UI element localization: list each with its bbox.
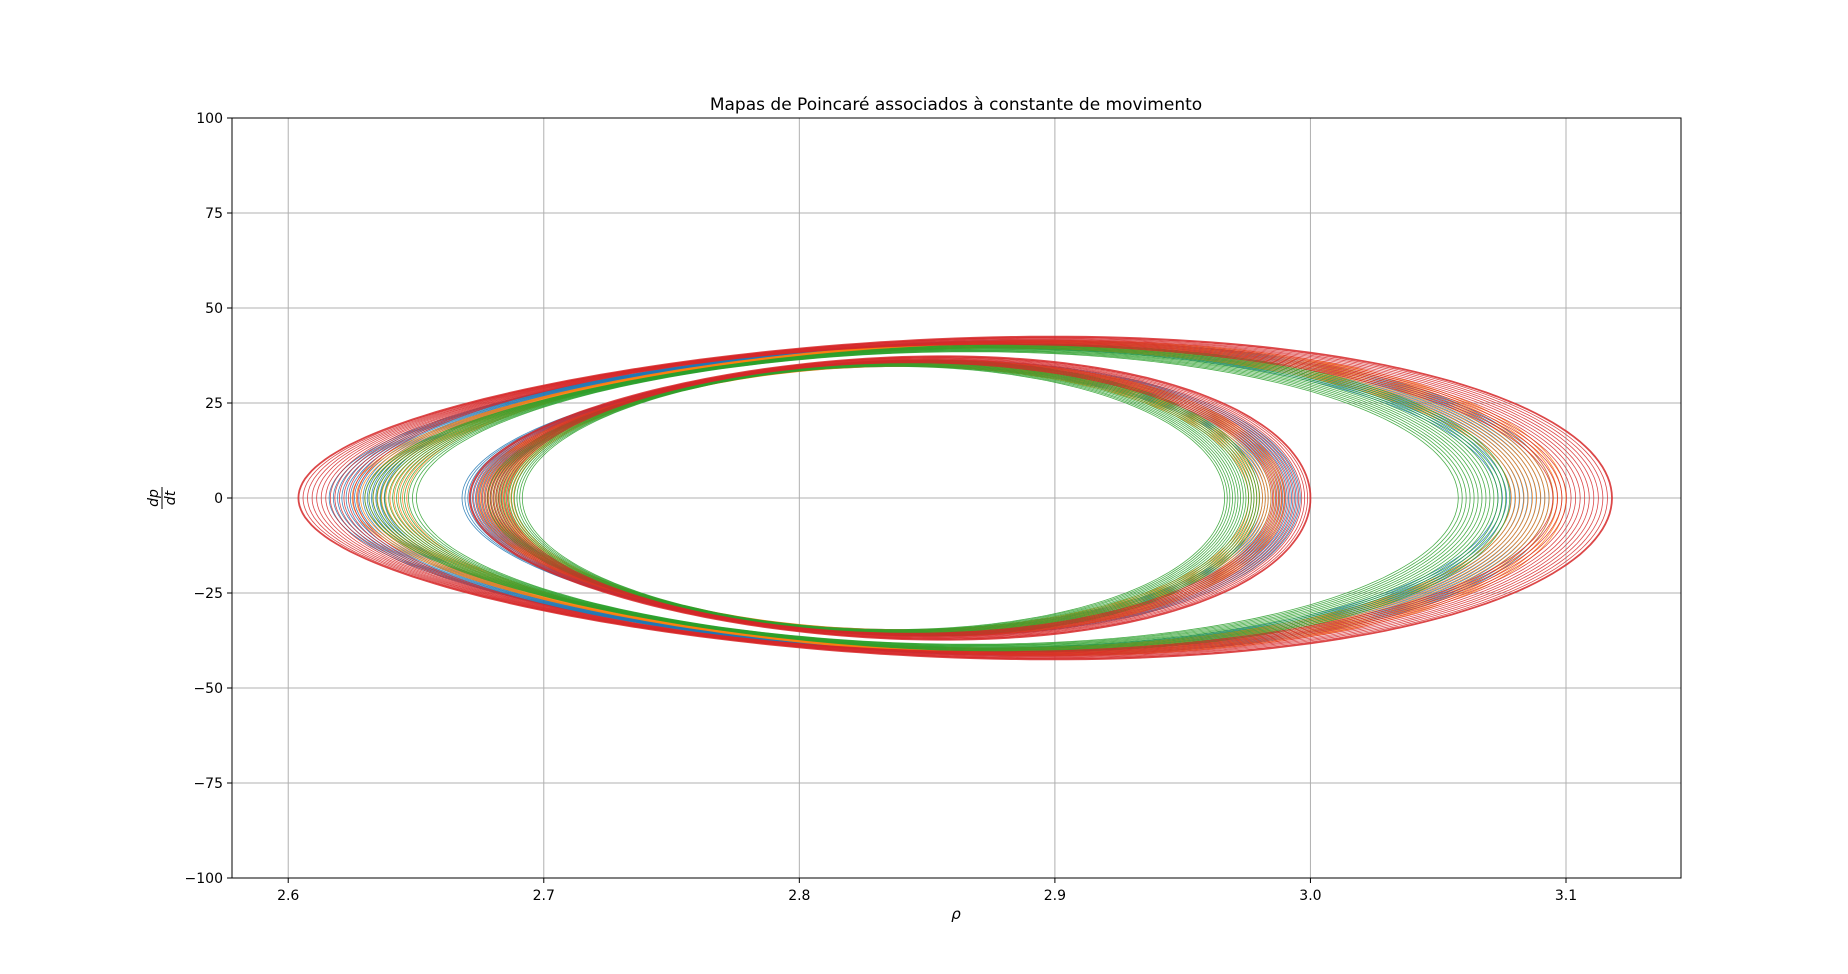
orbit-curve: [328, 340, 1554, 656]
orbit-curve: [507, 362, 1274, 634]
x-tick-label: 3.1: [1555, 888, 1577, 904]
orbit-curve: [402, 347, 1517, 649]
orbit-curve: [468, 355, 1312, 641]
y-tick-label: 25: [205, 396, 223, 412]
orbit-curve: [383, 347, 1499, 649]
orbit-curve: [396, 348, 1479, 648]
x-tick-label: 2.9: [1044, 888, 1066, 904]
orbit-curve: [337, 341, 1546, 655]
series-3: [297, 335, 1613, 661]
orbit-curve: [408, 350, 1467, 646]
orbit-curve: [400, 349, 1475, 647]
orbit-curve: [501, 361, 1279, 635]
orbit-curve: [307, 337, 1604, 659]
x-tick-label: 3.0: [1299, 888, 1321, 904]
orbit-curve: [325, 340, 1586, 656]
data-curves: [297, 335, 1613, 661]
orbit-curve: [404, 349, 1471, 647]
orbit-curve: [334, 341, 1577, 655]
orbit-curve: [486, 359, 1294, 637]
x-tick-label: 2.6: [277, 888, 299, 904]
orbit-curve: [406, 347, 1512, 649]
orbit-curve: [513, 364, 1234, 632]
orbit-curve: [316, 338, 1595, 658]
orbit-curve: [500, 362, 1247, 634]
orbit-curve: [348, 342, 1563, 654]
orbit-curve: [388, 347, 1487, 649]
orbit-curve: [357, 344, 1554, 652]
orbit-curve: [415, 351, 1459, 645]
orbit-curve: [384, 346, 1491, 650]
orbit-curve: [392, 348, 1483, 648]
orbit-curve: [475, 356, 1306, 640]
orbit-curve: [376, 345, 1499, 651]
orbit-curve: [372, 345, 1503, 651]
orbit-curve: [472, 356, 1308, 640]
y-axis-ticks: −100 −75 −50 −25 0 25 50 75 100: [185, 111, 232, 887]
orbit-curve: [332, 340, 1550, 656]
orbit-curve: [495, 360, 1285, 636]
orbit-curve: [302, 336, 1608, 660]
orbit-curve: [297, 335, 1613, 661]
chart-title: Mapas de Poincaré associados à constante…: [710, 95, 1202, 115]
y-axis-label-denominator: dt: [163, 490, 179, 505]
y-tick-label: 0: [214, 491, 223, 507]
x-tick-label: 2.7: [533, 888, 555, 904]
x-tick-label: 2.8: [788, 888, 810, 904]
orbit-curve: [320, 339, 1590, 657]
orbit-curve: [311, 338, 1599, 658]
orbit-curve: [504, 361, 1276, 635]
y-axis-label: dp dt: [146, 487, 179, 509]
orbit-curve: [343, 342, 1567, 654]
orbit-curve: [511, 364, 1236, 632]
orbit-curve: [338, 341, 1572, 655]
orbit-curve: [480, 358, 1300, 638]
orbit-curve: [352, 343, 1558, 653]
orbit-curve: [516, 365, 1231, 631]
x-axis-label: ρ: [951, 905, 961, 923]
y-tick-label: 100: [196, 111, 223, 127]
orbit-curve: [505, 363, 1242, 633]
y-tick-label: −100: [185, 871, 223, 887]
orbit-curve: [492, 360, 1288, 636]
y-tick-label: 75: [205, 206, 223, 222]
orbit-curve: [379, 347, 1503, 649]
orbit-curve: [503, 362, 1244, 634]
orbit-curve: [498, 361, 1282, 635]
orbit-curve: [519, 365, 1228, 631]
orbit-curve: [521, 366, 1226, 630]
orbit-curve: [397, 346, 1521, 650]
orbit-curve: [483, 358, 1297, 638]
orbit-curve: [380, 346, 1495, 650]
y-axis-label-numerator: dp: [146, 489, 162, 507]
orbit-curve: [508, 363, 1239, 633]
y-tick-label: −50: [193, 681, 223, 697]
orbit-curve: [411, 350, 1463, 646]
y-tick-label: −75: [193, 776, 223, 792]
orbit-curve: [489, 359, 1291, 637]
x-axis-ticks: 2.6 2.7 2.8 2.9 3.0 3.1: [277, 878, 1577, 904]
orbit-curve: [477, 357, 1303, 639]
y-tick-label: 50: [205, 301, 223, 317]
orbit-curve: [329, 340, 1581, 656]
y-tick-label: −25: [193, 586, 223, 602]
